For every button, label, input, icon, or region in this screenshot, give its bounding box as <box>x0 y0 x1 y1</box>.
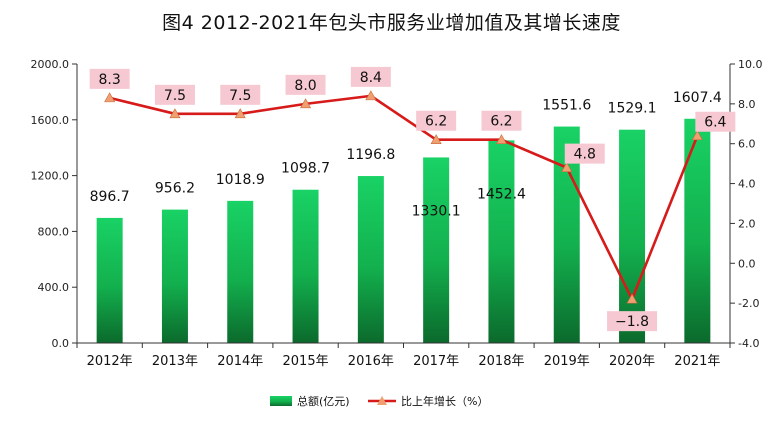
growth-rate-label-bg <box>220 84 261 105</box>
growth-rate-marker-2013年 <box>169 108 181 119</box>
bar-value-label: 1452.4 <box>477 186 526 202</box>
growth-rate-label-bg <box>607 311 658 332</box>
growth-rate-label: 6.4 <box>704 115 726 131</box>
growth-rate-label: 4.8 <box>574 147 596 163</box>
growth-rate-label: 6.2 <box>490 114 512 130</box>
y-right-tick-label: 2.0 <box>738 217 756 230</box>
growth-rate-marker-2020年 <box>626 293 638 304</box>
bar-labels-layer: 896.7 956.2 1018.9 1098.7 1196.8 1330.1 1452.4… <box>90 90 722 220</box>
growth-rate-marker-2014年 <box>234 108 246 119</box>
growth-rate-label-bg <box>154 84 195 105</box>
x-tick-label: 2014年 <box>217 354 263 369</box>
x-tick-label: 2013年 <box>152 354 198 369</box>
y-right-tick-label: 0.0 <box>738 257 756 270</box>
y-right-tick-label: 8.0 <box>738 98 756 111</box>
growth-rate-label-bg <box>350 66 391 87</box>
growth-rate-marker-2021年 <box>691 130 703 141</box>
growth-rate-marker-2015年 <box>300 98 312 109</box>
growth-rate-label: −1.8 <box>615 314 649 330</box>
y-right-tick-label: 4.0 <box>738 178 756 191</box>
bar-value-label: 1196.8 <box>346 147 395 163</box>
growth-rate-label: 7.5 <box>164 88 186 104</box>
x-tick-label: 2019年 <box>544 354 590 369</box>
x-tick-label: 2018年 <box>478 354 524 369</box>
y-left-tick-label: 1600.0 <box>31 114 70 127</box>
legend-bar-label: 总额(亿元) <box>297 394 350 408</box>
line-layer <box>104 90 703 304</box>
growth-rate-label-bg <box>695 111 736 132</box>
bar-2018年 <box>488 140 515 343</box>
bar-value-label: 1529.1 <box>608 101 657 117</box>
bar-value-label: 1330.1 <box>412 203 461 219</box>
y-right-tick-label: 10.0 <box>738 58 763 71</box>
bar-2015年 <box>292 189 319 343</box>
bar-value-label: 1551.6 <box>542 98 591 114</box>
growth-rate-label: 8.4 <box>360 70 382 86</box>
legend: 总额(亿元) 比上年增长（%） <box>270 394 488 408</box>
growth-rate-label-bg <box>481 110 522 131</box>
growth-rate-marker-2012年 <box>104 92 116 103</box>
bar-2016年 <box>357 176 384 343</box>
y-right-tick-label: -2.0 <box>738 297 759 310</box>
chart-title: 图4 2012-2021年包头市服务业增加值及其增长速度 <box>162 12 621 34</box>
bar-2020年 <box>619 129 646 343</box>
growth-rate-marker-2018年 <box>495 134 507 145</box>
growth-rate-label-bg <box>564 143 605 164</box>
y-left-tick-label: 1200.0 <box>31 170 70 183</box>
growth-rate-marker-2019年 <box>561 162 573 172</box>
bar-2014年 <box>227 200 254 343</box>
bar-value-label: 1018.9 <box>216 172 265 188</box>
x-tick-label: 2016年 <box>348 354 394 369</box>
legend-line-label: 比上年增长（%） <box>401 394 488 408</box>
y-left-tick-label: 0.0 <box>52 337 70 350</box>
growth-rate-label-bg <box>89 68 130 89</box>
growth-rate-label: 8.3 <box>99 72 121 88</box>
growth-rate-label: 8.0 <box>294 78 316 94</box>
y-right-tick-label: -4.0 <box>738 337 759 350</box>
x-tick-label: 2020年 <box>609 354 655 369</box>
y-left-tick-label: 2000.0 <box>31 58 70 71</box>
growth-rate-label-bg <box>285 74 326 95</box>
y-left-tick-label: 400.0 <box>38 281 70 294</box>
bar-value-label: 1607.4 <box>673 90 722 106</box>
rate-labels-layer: 8.3 7.5 7.5 8.0 8.4 6.2 6.2 4.8 −1.8 6.4 <box>89 66 736 332</box>
bar-2017年 <box>423 157 450 343</box>
bars-layer <box>96 118 711 343</box>
legend-line-marker <box>377 396 387 405</box>
x-tick-label: 2017年 <box>413 354 459 369</box>
bar-value-label: 896.7 <box>90 189 130 205</box>
growth-rate-label-bg <box>416 110 457 131</box>
bar-2021年 <box>684 118 711 343</box>
y-right-tick-label: 6.0 <box>738 138 756 151</box>
x-tick-label: 2021年 <box>674 354 720 369</box>
y-left-tick-label: 800.0 <box>38 225 70 238</box>
bar-value-label: 1098.7 <box>281 161 330 177</box>
growth-rate-label: 7.5 <box>229 88 251 104</box>
growth-rate-label: 6.2 <box>425 114 447 130</box>
bar-2012年 <box>96 217 123 343</box>
axes-layer: 0.0 400.0 800.0 1200.0 1600.0 2000.0 -4.0 -2.0 0… <box>31 58 763 369</box>
bar-2013年 <box>161 209 188 343</box>
bar-value-label: 956.2 <box>155 181 195 197</box>
legend-bar-swatch <box>270 396 292 406</box>
growth-rate-line <box>109 94 699 301</box>
x-tick-label: 2015年 <box>283 354 329 369</box>
growth-rate-marker-2016年 <box>365 90 377 101</box>
x-tick-label: 2012年 <box>87 354 133 369</box>
growth-rate-marker-2017年 <box>430 134 442 145</box>
